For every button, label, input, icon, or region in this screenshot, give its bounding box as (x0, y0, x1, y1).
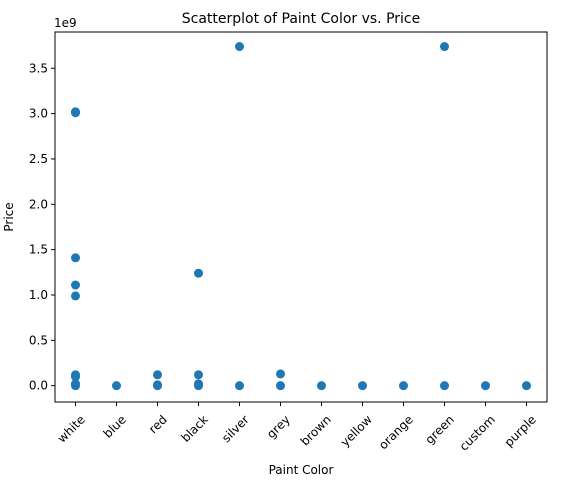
y-tick-label: 0.5 (29, 333, 48, 347)
data-point (71, 253, 80, 263)
data-point (235, 381, 244, 391)
y-tick-label: 2.0 (29, 197, 48, 211)
x-tick-label: yellow (338, 412, 375, 449)
data-point (194, 268, 203, 278)
chart-title: Scatterplot of Paint Color vs. Price (182, 11, 420, 27)
data-point (112, 381, 121, 391)
data-point (522, 381, 531, 391)
x-tick-label: white (55, 412, 88, 445)
x-tick-label: grey (264, 412, 293, 441)
x-tick-label: silver (219, 412, 252, 445)
data-point (71, 108, 80, 118)
y-tick-label: 0.0 (29, 379, 48, 393)
x-tick-label: brown (298, 412, 334, 448)
data-point (153, 370, 162, 380)
data-point (276, 369, 285, 379)
y-tick-label: 3.0 (29, 107, 48, 121)
x-tick-label: custom (457, 412, 498, 453)
x-tick-label: black (178, 412, 210, 444)
x-tick-label: green (422, 412, 456, 446)
data-point (276, 381, 285, 391)
data-points (71, 42, 531, 391)
data-point (71, 291, 80, 301)
y-tick-label: 1.5 (29, 243, 48, 257)
y-axis-offset-label: 1e9 (54, 16, 77, 30)
data-point (317, 381, 326, 391)
x-tick-label: blue (101, 412, 129, 440)
y-tick-label: 1.0 (29, 288, 48, 302)
y-axis: 0.0 0.5 1.0 1.5 2.0 2.5 3.0 3.5 (29, 61, 55, 393)
data-point (71, 280, 80, 290)
x-tick-label: red (146, 412, 170, 436)
data-point (194, 370, 203, 380)
data-point (71, 381, 80, 391)
data-point (440, 42, 449, 52)
x-tick-label: orange (376, 412, 416, 452)
data-point (194, 381, 203, 391)
x-tick-label: purple (502, 412, 539, 449)
data-point (481, 381, 490, 391)
x-axis: white blue red black silver grey brown yellow or… (55, 402, 539, 454)
data-point (440, 381, 449, 391)
y-axis-label: Price (2, 202, 16, 231)
x-axis-label: Paint Color (269, 463, 334, 477)
data-point (71, 372, 80, 382)
plot-area (54, 31, 548, 403)
data-point (358, 381, 367, 391)
data-point (235, 42, 244, 52)
data-point (153, 381, 162, 391)
y-tick-label: 2.5 (29, 152, 48, 166)
y-tick-label: 3.5 (29, 61, 48, 75)
data-point (399, 381, 408, 391)
